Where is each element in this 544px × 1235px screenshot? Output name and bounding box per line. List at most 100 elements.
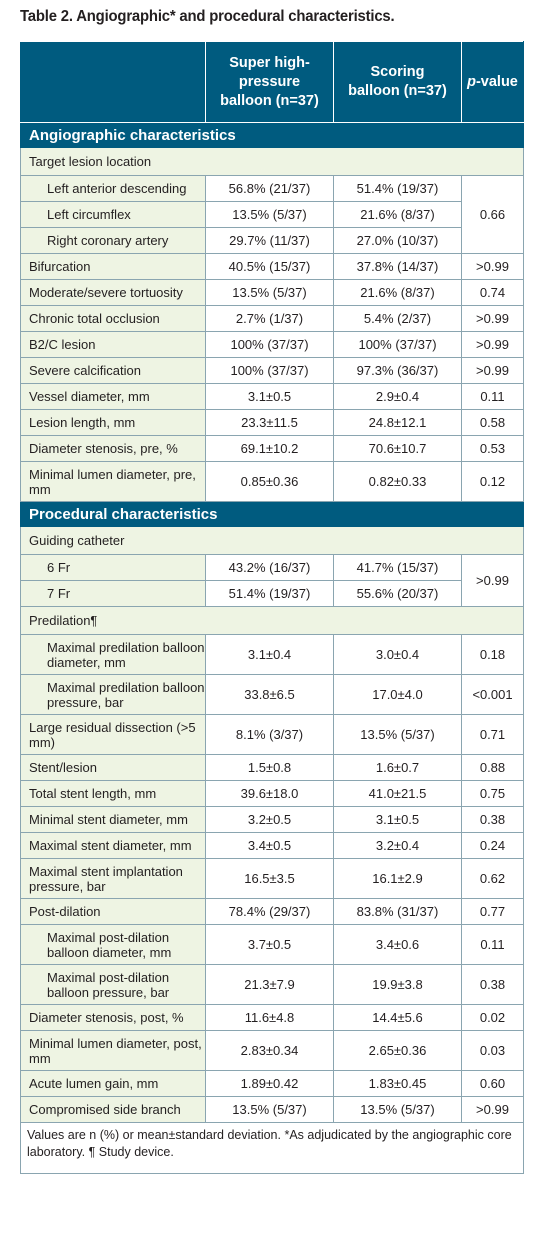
row-label: Minimal lumen diameter, pre, mm <box>20 461 206 502</box>
row-label: Lesion length, mm <box>20 409 206 436</box>
row-label: Severe calcification <box>20 357 206 384</box>
row-label: Maximal predilation balloon diameter, mm <box>20 634 206 675</box>
row-label: Compromised side branch <box>20 1096 206 1123</box>
table-row: Vessel diameter, mm 3.1±0.5 2.9±0.4 0.11 <box>20 383 524 410</box>
footnote-row: Values are n (%) or mean±standard deviat… <box>20 1122 524 1174</box>
row-label: Maximal stent diameter, mm <box>20 832 206 859</box>
table-row: Stent/lesion 1.5±0.8 1.6±0.7 0.88 <box>20 754 524 781</box>
footnote: Values are n (%) or mean±standard deviat… <box>20 1122 524 1174</box>
row-label: B2/C lesion <box>20 331 206 358</box>
table-row: Bifurcation 40.5% (15/37) 37.8% (14/37) … <box>20 253 524 280</box>
row-label: Left anterior descending <box>20 175 206 202</box>
row-label: 7 Fr <box>20 580 206 607</box>
value-super: 33.8±6.5 <box>205 674 334 715</box>
value-super: 0.85±0.36 <box>205 461 334 502</box>
characteristics-table: Super high-pressure balloon (n=37) Scori… <box>20 41 524 1174</box>
value-p: >0.99 <box>461 331 524 358</box>
value-scoring: 3.2±0.4 <box>333 832 462 859</box>
value-p: 0.18 <box>461 634 524 675</box>
value-scoring: 0.82±0.33 <box>333 461 462 502</box>
row-label: Right coronary artery <box>20 227 206 254</box>
value-p: 0.60 <box>461 1070 524 1097</box>
value-super: 56.8% (21/37) <box>205 175 334 202</box>
table-row: Maximal stent implantation pressure, bar… <box>20 858 524 899</box>
value-super: 51.4% (19/37) <box>205 580 334 607</box>
value-super: 3.2±0.5 <box>205 806 334 833</box>
value-super: 3.4±0.5 <box>205 832 334 859</box>
p-italic: p <box>467 73 476 90</box>
group-row: Predilation¶ <box>20 606 524 635</box>
row-label: Minimal lumen diameter, post, mm <box>20 1030 206 1071</box>
value-super: 100% (37/37) <box>205 331 334 358</box>
value-scoring: 83.8% (31/37) <box>333 898 462 925</box>
value-scoring: 3.4±0.6 <box>333 924 462 965</box>
value-p: 0.11 <box>461 924 524 965</box>
value-super: 13.5% (5/37) <box>205 1096 334 1123</box>
value-p: 0.02 <box>461 1004 524 1031</box>
section-title: Angiographic characteristics <box>20 122 524 148</box>
table-row: Maximal predilation balloon pressure, ba… <box>20 674 524 715</box>
value-scoring: 27.0% (10/37) <box>333 227 462 254</box>
table-row: Right coronary artery 29.7% (11/37) 27.0… <box>20 227 524 254</box>
row-label: Total stent length, mm <box>20 780 206 807</box>
value-p: 0.77 <box>461 898 524 925</box>
header-empty-cell <box>20 41 206 123</box>
table-row: Diameter stenosis, post, % 11.6±4.8 14.4… <box>20 1004 524 1031</box>
table-title: Table 2. Angiographic* and procedural ch… <box>20 8 395 25</box>
row-label: Diameter stenosis, post, % <box>20 1004 206 1031</box>
value-super: 40.5% (15/37) <box>205 253 334 280</box>
value-super: 100% (37/37) <box>205 357 334 384</box>
value-scoring: 1.83±0.45 <box>333 1070 462 1097</box>
table-row: Left circumflex 13.5% (5/37) 21.6% (8/37… <box>20 201 524 228</box>
table-row: Minimal lumen diameter, pre, mm 0.85±0.3… <box>20 461 524 502</box>
row-label: Moderate/severe tortuosity <box>20 279 206 306</box>
table-row: Maximal post-dilation balloon diameter, … <box>20 924 524 965</box>
table-row: Lesion length, mm 23.3±11.5 24.8±12.1 0.… <box>20 409 524 436</box>
value-scoring: 17.0±4.0 <box>333 674 462 715</box>
value-scoring: 3.1±0.5 <box>333 806 462 833</box>
value-scoring: 2.9±0.4 <box>333 383 462 410</box>
value-super: 13.5% (5/37) <box>205 201 334 228</box>
table-row: Moderate/severe tortuosity 13.5% (5/37) … <box>20 279 524 306</box>
row-label: Chronic total occlusion <box>20 305 206 332</box>
value-p: 0.58 <box>461 409 524 436</box>
section-title: Procedural characteristics <box>20 501 524 527</box>
header-super-high-pressure: Super high-pressure balloon (n=37) <box>205 41 334 123</box>
value-scoring: 21.6% (8/37) <box>333 279 462 306</box>
table-row: Diameter stenosis, pre, % 69.1±10.2 70.6… <box>20 435 524 462</box>
value-super: 78.4% (29/37) <box>205 898 334 925</box>
value-p: 0.03 <box>461 1030 524 1071</box>
row-label: Maximal post-dilation balloon diameter, … <box>20 924 206 965</box>
value-p: 0.66 <box>461 175 524 254</box>
value-super: 11.6±4.8 <box>205 1004 334 1031</box>
table-row: Post-dilation 78.4% (29/37) 83.8% (31/37… <box>20 898 524 925</box>
value-scoring: 51.4% (19/37) <box>333 175 462 202</box>
value-p: >0.99 <box>461 357 524 384</box>
value-scoring: 41.0±21.5 <box>333 780 462 807</box>
value-super: 43.2% (16/37) <box>205 554 334 581</box>
table-row: Maximal predilation balloon diameter, mm… <box>20 634 524 675</box>
row-label: Vessel diameter, mm <box>20 383 206 410</box>
row-label: Maximal stent implantation pressure, bar <box>20 858 206 899</box>
value-p: 0.38 <box>461 964 524 1005</box>
value-p: >0.99 <box>461 253 524 280</box>
row-label: Stent/lesion <box>20 754 206 781</box>
value-scoring: 21.6% (8/37) <box>333 201 462 228</box>
table-row: 6 Fr 43.2% (16/37) 41.7% (15/37) >0.99 <box>20 554 524 607</box>
group-label: Predilation¶ <box>20 606 524 635</box>
table-row: B2/C lesion 100% (37/37) 100% (37/37) >0… <box>20 331 524 358</box>
value-super: 1.5±0.8 <box>205 754 334 781</box>
value-super: 39.6±18.0 <box>205 780 334 807</box>
group-label: Guiding catheter <box>20 526 524 555</box>
value-scoring: 13.5% (5/37) <box>333 714 462 755</box>
value-scoring: 1.6±0.7 <box>333 754 462 781</box>
value-super: 2.7% (1/37) <box>205 305 334 332</box>
value-p: >0.99 <box>461 554 524 607</box>
value-p: 0.11 <box>461 383 524 410</box>
header-scoring-balloon: Scoring balloon (n=37) <box>333 41 462 123</box>
value-p: 0.62 <box>461 858 524 899</box>
value-p: 0.75 <box>461 780 524 807</box>
value-scoring: 13.5% (5/37) <box>333 1096 462 1123</box>
table-header-row: Super high-pressure balloon (n=37) Scori… <box>20 41 524 123</box>
section-row-procedural: Procedural characteristics <box>20 501 524 527</box>
